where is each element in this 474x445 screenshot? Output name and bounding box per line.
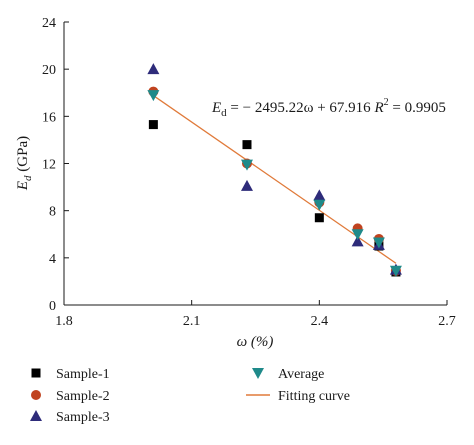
y-axis-title-unit: (GPa): [15, 136, 31, 176]
data-point-sample-3: [240, 179, 253, 191]
legend-marker-sample-1: [31, 368, 41, 378]
fit-equation-r2: R: [373, 100, 383, 116]
legend-label: Fitting curve: [278, 389, 350, 404]
y-tick-label: 20: [42, 63, 56, 78]
legend-item-fitting-curve: Fitting curve: [246, 389, 350, 404]
y-tick-label: 24: [42, 16, 56, 31]
series-sample-1: [148, 120, 401, 277]
fit-equation-rhs: = − 2495.22ω + 67.916: [227, 100, 375, 116]
y-tick-label: 4: [49, 252, 56, 267]
fit-equation-r2-value: = 0.9905: [389, 100, 446, 116]
legend-marker-sample-2: [31, 390, 41, 400]
x-tick-label: 1.8: [55, 314, 73, 329]
data-point-sample-3: [147, 63, 160, 75]
y-tick-label: 12: [42, 158, 56, 173]
legend-item-sample-2: Sample-2: [31, 389, 110, 404]
x-tick-label: 2.1: [183, 314, 201, 329]
y-tick-label: 16: [42, 110, 56, 125]
data-point-average: [351, 229, 364, 241]
plot-frame: [63, 22, 447, 306]
data-point-average: [313, 199, 326, 211]
legend-marker-average: [252, 368, 264, 379]
data-point-sample-3: [313, 189, 326, 201]
data-point-average: [389, 265, 402, 277]
x-axis-title: ω (%): [237, 334, 274, 350]
data-point-sample-3: [351, 235, 364, 247]
fit-equation: Ed = − 2495.22ω + 67.916 R2 = 0.9905: [211, 97, 446, 119]
legend-label: Sample-1: [56, 367, 110, 382]
x-tick-label: 2.7: [438, 314, 456, 329]
data-point-sample-1: [148, 120, 158, 130]
legend-label: Sample-3: [56, 410, 110, 425]
legend-label: Average: [278, 367, 324, 382]
legend: Sample-1 Sample-2 Sample-3 Average Fitting c…: [30, 367, 350, 425]
data-point-average: [372, 237, 385, 249]
legend-item-average: Average: [252, 367, 324, 382]
legend-item-sample-3: Sample-3: [30, 410, 110, 425]
data-point-average: [147, 90, 160, 102]
data-point-sample-1: [314, 213, 324, 223]
x-ticks: 1.8 2.1 2.4 2.7: [55, 300, 456, 329]
fit-equation-lhs: E: [211, 100, 221, 116]
series-average: [147, 90, 402, 277]
fitting-curve-line: [152, 95, 397, 264]
x-tick-label: 2.4: [311, 314, 329, 329]
y-axis-title: Ed (GPa): [15, 136, 34, 191]
data-point-average: [240, 159, 253, 171]
y-tick-label: 8: [49, 205, 56, 220]
y-ticks: 0 4 8 12 16 20 24: [42, 16, 69, 314]
y-axis-title-sub: d: [22, 175, 34, 181]
fit-equation-lhs-sub: d: [221, 107, 227, 119]
y-axis-title-main: E: [15, 181, 31, 191]
fit-equation-r2-sup: 2: [384, 97, 389, 108]
legend-marker-sample-3: [30, 410, 42, 421]
legend-label: Sample-2: [56, 389, 110, 404]
series-sample-3: [147, 63, 402, 275]
fit-layer: [152, 95, 397, 264]
y-tick-label: 0: [49, 299, 56, 314]
data-point-sample-1: [242, 140, 252, 150]
points-layer: [147, 63, 402, 277]
legend-item-sample-1: Sample-1: [31, 367, 110, 382]
